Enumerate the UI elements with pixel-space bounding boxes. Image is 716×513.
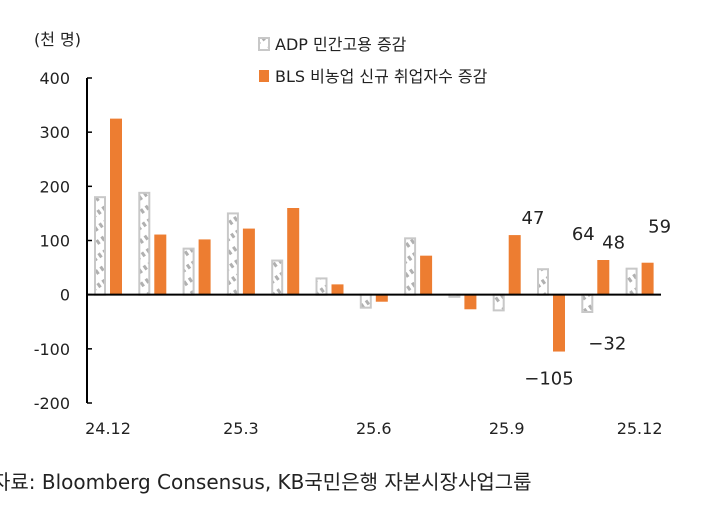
adp-bar [359,293,372,309]
y-tick-label: -200 [34,394,70,413]
unit-label: (천 명) [34,30,82,49]
adp-bar [315,277,328,296]
data-label: 64 [572,224,595,245]
adp-bar [271,259,284,296]
x-tick-label: 25.9 [489,419,525,438]
adp-bar [625,267,638,296]
legend-bls-swatch [259,70,269,82]
legend-adp-label: ADP 민간고용 증감 [275,35,407,54]
adp-bar [138,191,151,296]
data-label: 47 [522,208,545,229]
y-tick-label: 300 [39,123,70,142]
source-note: 자료: Bloomberg Consensus, KB국민은행 자본시장사업그룹 [0,470,532,494]
adp-bar [537,268,549,296]
data-label: −105 [524,369,573,390]
bls-bar [464,294,477,310]
bls-bar [110,118,122,295]
data-label: 59 [648,217,671,238]
adp-bar [581,293,594,313]
x-tick-label: 25.12 [617,419,663,438]
bls-bar [641,262,654,295]
adp-bar [182,247,195,296]
data-label: −32 [588,334,626,355]
x-tick-label: 25.6 [356,419,392,438]
y-tick-label: 400 [39,69,70,88]
bls-bar [154,234,167,295]
bls-bar [331,284,344,295]
bls-bar [242,228,255,295]
bls-bar [508,235,521,295]
bls-bar [420,255,433,295]
y-tick-label: 0 [60,286,70,305]
y-tick-label: -100 [34,340,70,359]
adp-bar [404,237,417,296]
adp-bar [94,196,106,296]
bar-chart: 400 300 200 100 0 -100 -200 24.12 25.3 25.6 25.9 25… [34,35,671,438]
adp-bar [226,212,239,296]
bls-bar [553,294,565,352]
bls-bar [198,239,211,295]
bls-bar [597,260,610,295]
y-tick-label: 100 [39,232,70,251]
bls-bar [375,294,388,302]
legend-bls-label: BLS 비농업 신규 취업자수 증감 [275,67,488,86]
bls-bar [287,208,300,295]
data-label: 48 [602,233,625,254]
x-tick-label: 25.3 [223,419,259,438]
adp-bar [492,293,505,312]
y-tick-label: 200 [39,177,70,196]
legend-adp-swatch [258,37,270,51]
x-tick-label: 24.12 [85,419,131,438]
